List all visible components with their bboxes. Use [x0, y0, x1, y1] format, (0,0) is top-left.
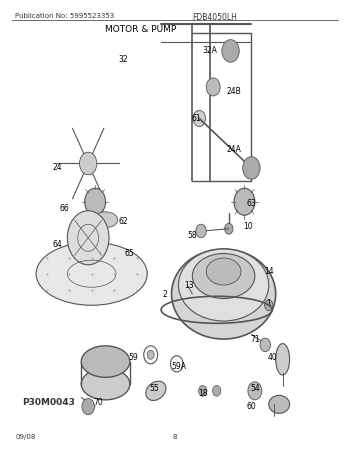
Ellipse shape [146, 381, 166, 400]
Circle shape [198, 386, 207, 396]
Circle shape [67, 211, 109, 265]
Text: 09/08: 09/08 [15, 434, 36, 440]
Circle shape [196, 224, 206, 238]
Circle shape [206, 78, 220, 96]
Text: 59: 59 [128, 352, 138, 361]
Text: P30M0043: P30M0043 [22, 398, 75, 407]
Circle shape [225, 223, 233, 234]
Circle shape [82, 399, 94, 414]
Text: 59A: 59A [171, 361, 186, 371]
Ellipse shape [206, 258, 241, 285]
Text: 24A: 24A [226, 145, 242, 154]
Ellipse shape [178, 249, 269, 321]
Circle shape [79, 152, 97, 175]
Text: 54: 54 [250, 384, 260, 393]
Circle shape [212, 386, 221, 396]
Circle shape [243, 157, 260, 179]
Circle shape [260, 338, 271, 352]
Text: 24: 24 [52, 164, 62, 173]
Text: FDB4050LH: FDB4050LH [193, 13, 237, 22]
Ellipse shape [93, 212, 118, 227]
Text: 13: 13 [184, 280, 194, 289]
Circle shape [193, 111, 205, 126]
Text: 10: 10 [243, 222, 253, 231]
Circle shape [147, 350, 154, 359]
Text: 24B: 24B [227, 87, 242, 96]
Circle shape [85, 188, 106, 215]
Text: 65: 65 [125, 249, 135, 258]
Text: 32A: 32A [202, 46, 217, 55]
Text: 64: 64 [52, 240, 62, 249]
Text: Publication No: 5995523353: Publication No: 5995523353 [15, 13, 114, 19]
Text: 63: 63 [246, 199, 256, 208]
Ellipse shape [36, 242, 147, 305]
Text: 58: 58 [188, 231, 197, 240]
Text: 1: 1 [266, 299, 271, 308]
Circle shape [222, 40, 239, 62]
Text: 18: 18 [198, 389, 208, 398]
Text: 71: 71 [250, 335, 260, 343]
Text: 70: 70 [94, 398, 104, 407]
Circle shape [248, 382, 262, 400]
Ellipse shape [172, 249, 276, 339]
Text: 2: 2 [162, 289, 167, 299]
Text: 8: 8 [173, 434, 177, 440]
Text: 14: 14 [264, 267, 274, 276]
Text: MOTOR & PUMP: MOTOR & PUMP [105, 25, 176, 34]
Text: 61: 61 [191, 114, 201, 123]
Circle shape [265, 300, 273, 311]
Ellipse shape [276, 343, 289, 375]
Text: 60: 60 [246, 402, 256, 411]
Ellipse shape [81, 346, 130, 377]
Text: 32: 32 [118, 55, 128, 64]
Ellipse shape [193, 254, 255, 299]
Ellipse shape [269, 395, 289, 413]
Ellipse shape [81, 368, 130, 400]
Text: 40: 40 [267, 352, 277, 361]
Text: 66: 66 [59, 204, 69, 213]
Text: 62: 62 [118, 217, 128, 226]
Text: 55: 55 [149, 384, 159, 393]
Circle shape [234, 188, 255, 215]
